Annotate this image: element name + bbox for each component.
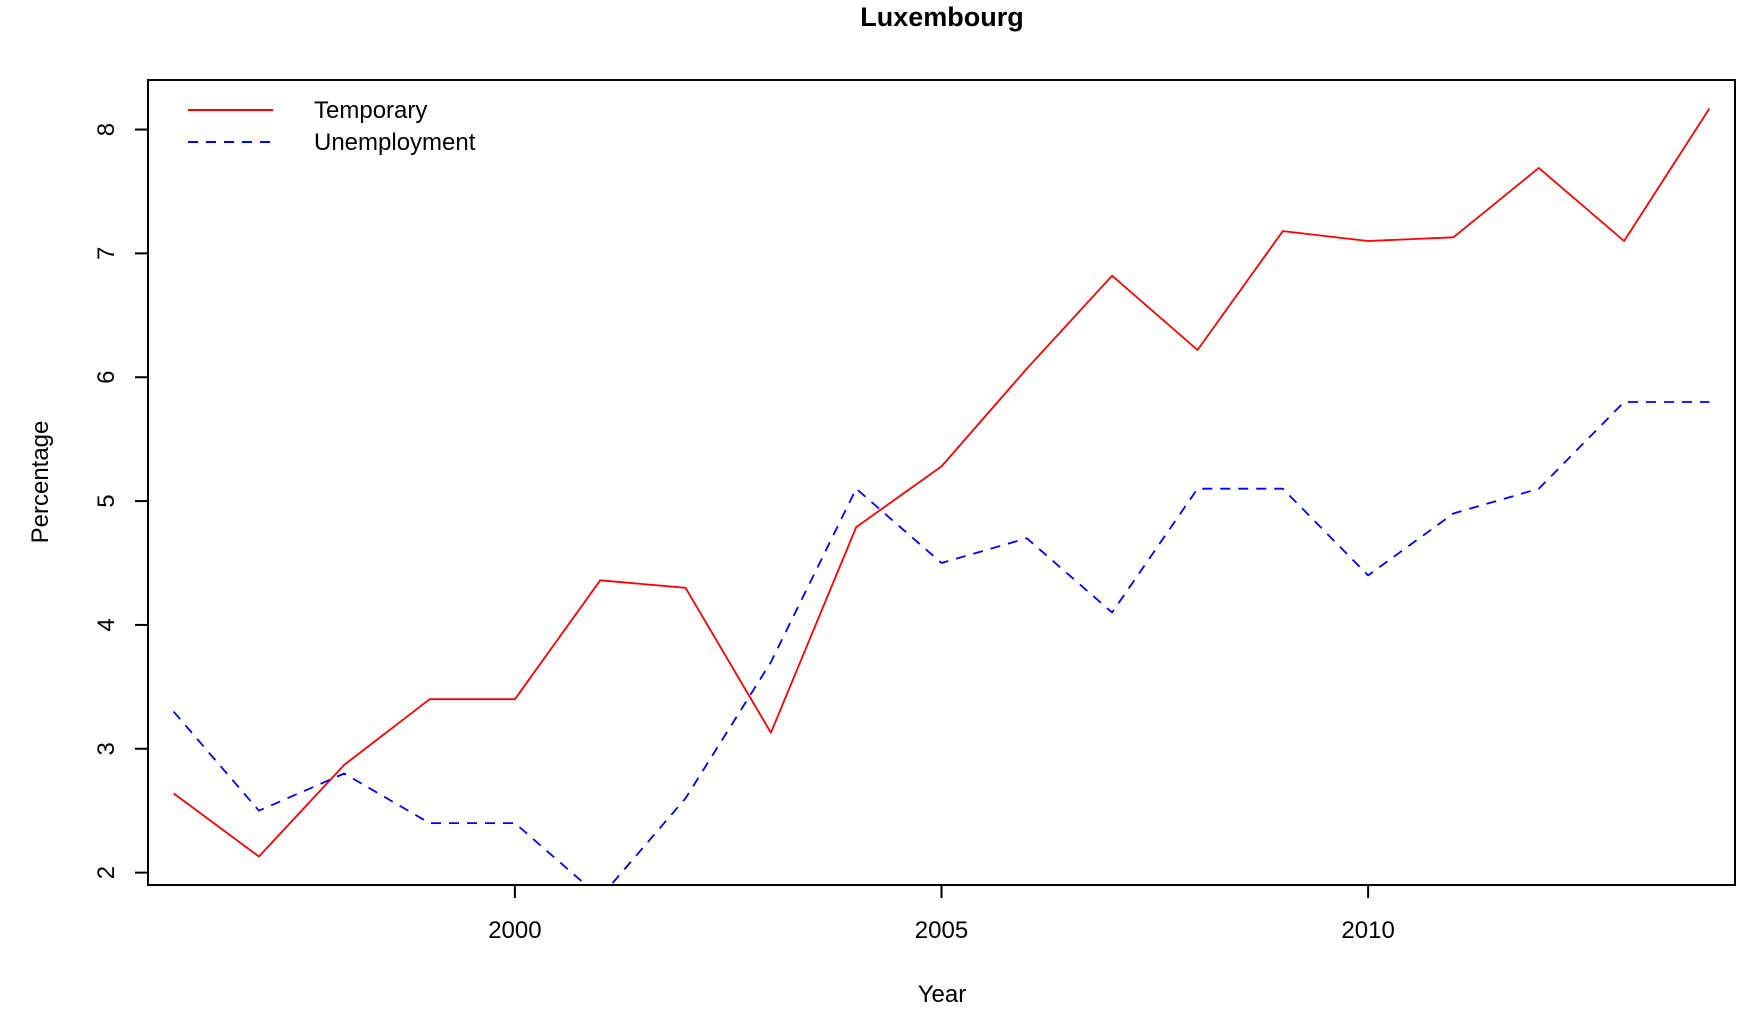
y-tick-label: 8 (93, 123, 120, 136)
y-tick-label: 4 (93, 618, 120, 631)
x-tick-label: 2010 (1341, 917, 1394, 944)
legend-label-temporary: Temporary (314, 97, 427, 124)
y-tick-label: 6 (93, 371, 120, 384)
series-line-temporary (173, 108, 1711, 858)
series-line-unemployment (172, 401, 1710, 885)
y-tick-label: 7 (93, 247, 120, 260)
y-tick-label: 5 (93, 494, 120, 507)
legend-label-unemployment: Unemployment (314, 129, 476, 156)
legend: Temporary Unemployment (188, 97, 476, 156)
x-tick-label: 2000 (488, 917, 541, 944)
x-tick-label: 2005 (915, 917, 968, 944)
y-tick-label: 2 (93, 866, 120, 879)
y-axis-title: Percentage (27, 421, 54, 544)
series-layer (172, 108, 1711, 885)
y-tick-label: 3 (93, 742, 120, 755)
y-axis: 2 3 4 5 6 7 8 (93, 123, 148, 879)
x-axis-title: Year (918, 981, 967, 1008)
chart-title: Luxembourg (860, 2, 1024, 32)
x-axis: 2000 2005 2010 (488, 885, 1395, 944)
